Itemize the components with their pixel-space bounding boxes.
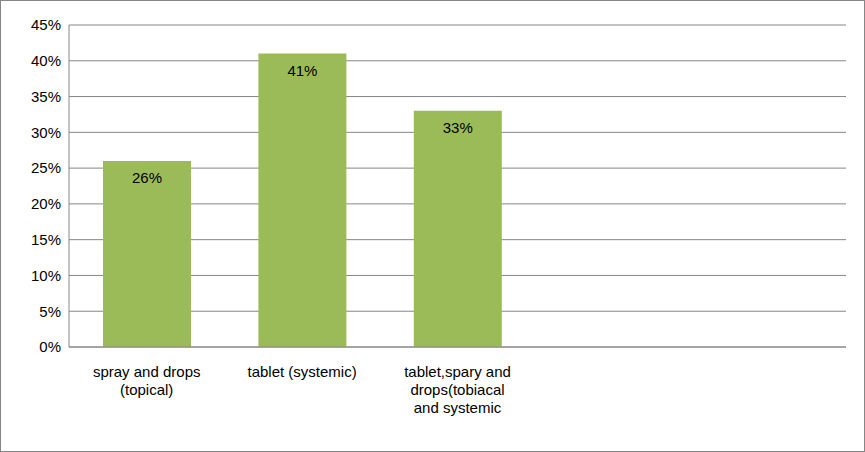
svg-text:26%: 26% bbox=[132, 169, 162, 186]
svg-text:15%: 15% bbox=[31, 231, 61, 248]
svg-text:40%: 40% bbox=[31, 52, 61, 69]
svg-text:45%: 45% bbox=[31, 16, 61, 33]
svg-text:10%: 10% bbox=[31, 267, 61, 284]
svg-text:spray and drops(topical): spray and drops(topical) bbox=[93, 363, 201, 398]
svg-text:35%: 35% bbox=[31, 88, 61, 105]
svg-text:0%: 0% bbox=[39, 338, 61, 355]
svg-text:41%: 41% bbox=[287, 62, 317, 79]
svg-text:tablet,spary anddrops(tobiacal: tablet,spary anddrops(tobiacaland system… bbox=[404, 363, 511, 416]
svg-text:tablet (systemic): tablet (systemic) bbox=[247, 363, 356, 380]
svg-text:5%: 5% bbox=[39, 303, 61, 320]
svg-text:20%: 20% bbox=[31, 195, 61, 212]
svg-text:25%: 25% bbox=[31, 159, 61, 176]
svg-text:33%: 33% bbox=[443, 119, 473, 136]
svg-text:30%: 30% bbox=[31, 124, 61, 141]
